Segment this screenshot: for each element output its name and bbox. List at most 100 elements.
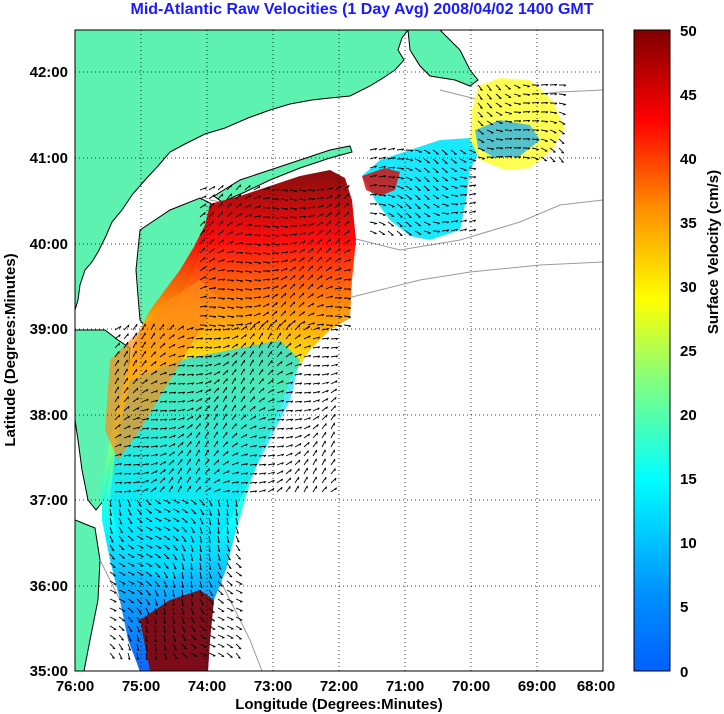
velocity-vector-head xyxy=(383,147,387,151)
velocity-vector xyxy=(136,499,142,507)
velocity-vector xyxy=(163,589,167,597)
velocity-vector xyxy=(280,310,286,317)
velocity-vector-head xyxy=(221,202,224,206)
velocity-vector xyxy=(378,175,386,178)
velocity-vector xyxy=(199,643,207,648)
velocity-vector xyxy=(414,194,421,200)
velocity-vector xyxy=(204,396,211,403)
velocity-vector-head xyxy=(254,472,258,476)
velocity-vector xyxy=(343,324,351,327)
velocity-vector xyxy=(396,230,403,236)
velocity-vector-head xyxy=(119,472,123,475)
velocity-vector-head xyxy=(221,220,224,224)
velocity-vector-head xyxy=(284,301,287,305)
velocity-vector-head xyxy=(228,567,232,570)
velocity-vector xyxy=(378,212,386,216)
velocity-vector-head xyxy=(183,639,187,642)
velocity-vector xyxy=(240,325,248,331)
velocity-vector xyxy=(303,417,311,421)
velocity-vector xyxy=(414,203,421,209)
velocity-vector-head xyxy=(299,409,303,412)
velocity-vector xyxy=(195,467,200,475)
velocity-vector-head xyxy=(222,316,226,319)
velocity-vector xyxy=(163,508,171,513)
x-tick-label: 70:00 xyxy=(452,678,490,695)
velocity-vector-head xyxy=(128,444,132,448)
velocity-vector-head xyxy=(230,184,233,188)
velocity-vector xyxy=(163,544,170,550)
velocity-vector xyxy=(109,544,115,552)
velocity-vector xyxy=(217,184,224,191)
velocity-vector-head xyxy=(212,202,215,206)
velocity-vector xyxy=(217,202,223,209)
velocity-vector xyxy=(423,185,430,191)
velocity-vector xyxy=(231,481,239,484)
x-axis-label: Longitude (Degrees:Minutes) xyxy=(235,696,443,713)
velocity-vector xyxy=(199,256,206,263)
y-tick-label: 37:00 xyxy=(30,492,68,509)
velocity-vector-head xyxy=(446,221,450,224)
velocity-vector-head xyxy=(347,193,350,197)
velocity-vector xyxy=(294,459,301,466)
velocity-vector-head xyxy=(222,249,225,252)
velocity-vector xyxy=(244,279,252,282)
velocity-vector xyxy=(172,634,177,642)
velocity-vector xyxy=(432,176,439,182)
velocity-vector xyxy=(294,409,302,412)
velocity-vector xyxy=(127,607,134,613)
velocity-vector-head xyxy=(227,480,230,483)
velocity-vector xyxy=(504,102,512,106)
velocity-vector xyxy=(222,336,230,340)
velocity-vector-head xyxy=(509,138,513,141)
velocity-vector-head xyxy=(148,503,152,506)
velocity-vector-head xyxy=(383,156,387,160)
velocity-vector xyxy=(289,258,297,263)
velocity-vector xyxy=(150,445,158,448)
velocity-vector xyxy=(123,425,131,430)
velocity-vector xyxy=(190,535,195,543)
velocity-vector-head xyxy=(435,171,439,173)
velocity-vector-head xyxy=(231,289,235,292)
velocity-vector xyxy=(414,149,422,153)
velocity-vector xyxy=(343,278,351,281)
velocity-vector-head xyxy=(312,189,316,192)
velocity-vector-head xyxy=(172,612,175,616)
velocity-vector xyxy=(312,415,320,421)
velocity-vector xyxy=(276,341,282,349)
velocity-vector-head xyxy=(326,337,330,340)
velocity-vector-head xyxy=(245,433,248,437)
velocity-vector-head xyxy=(392,147,396,151)
velocity-vector xyxy=(307,283,314,290)
velocity-vector-head xyxy=(227,353,230,356)
velocity-vector xyxy=(316,204,324,209)
velocity-vector xyxy=(267,360,273,367)
velocity-vector xyxy=(325,247,332,254)
velocity-vector xyxy=(217,634,225,639)
velocity-vector-head xyxy=(320,265,323,269)
velocity-vector-head xyxy=(482,158,485,160)
velocity-vector xyxy=(294,353,302,358)
velocity-vector-head xyxy=(303,224,307,227)
velocity-vector xyxy=(181,535,187,542)
velocity-vector xyxy=(231,360,237,367)
velocity-vector xyxy=(280,267,288,272)
velocity-vector xyxy=(316,303,324,308)
x-tick-label: 75:00 xyxy=(122,678,160,695)
velocity-vector-head xyxy=(136,657,139,661)
velocity-vector-head xyxy=(182,373,186,376)
velocity-vector-head xyxy=(164,400,168,403)
velocity-vector-head xyxy=(163,342,166,346)
velocity-vector-head xyxy=(201,603,204,606)
velocity-vector xyxy=(280,207,288,210)
velocity-vector xyxy=(325,187,333,191)
velocity-vector xyxy=(123,490,131,493)
velocity-vector xyxy=(334,267,342,272)
velocity-vector-head xyxy=(240,289,244,292)
velocity-vector xyxy=(114,405,120,412)
velocity-vector-head xyxy=(326,406,328,410)
velocity-vector xyxy=(145,535,153,540)
velocity-vector xyxy=(330,458,336,466)
velocity-vector xyxy=(231,335,239,340)
velocity-vector xyxy=(289,189,297,192)
velocity-vector-head xyxy=(272,398,275,402)
